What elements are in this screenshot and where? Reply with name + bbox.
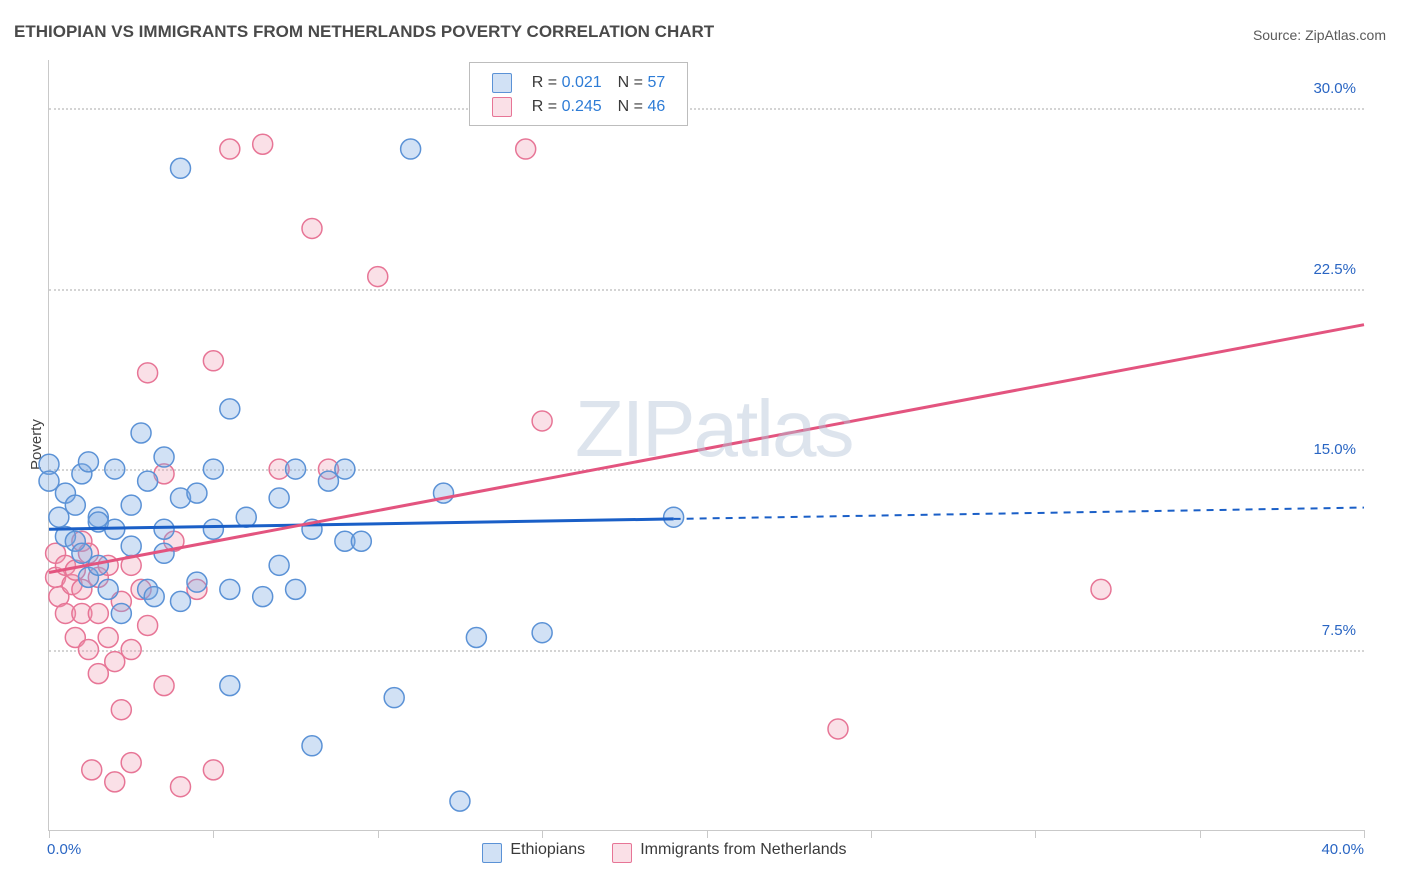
data-point-a <box>401 139 421 159</box>
x-tick <box>213 830 214 838</box>
data-point-a <box>450 791 470 811</box>
data-point-b <box>532 411 552 431</box>
data-point-a <box>154 447 174 467</box>
data-point-b <box>105 772 125 792</box>
data-point-a <box>253 587 273 607</box>
data-point-a <box>171 591 191 611</box>
data-point-b <box>154 676 174 696</box>
data-point-a <box>532 623 552 643</box>
data-point-a <box>65 495 85 515</box>
x-tick <box>49 830 50 838</box>
data-point-a <box>286 579 306 599</box>
data-point-a <box>138 471 158 491</box>
x-max-label: 40.0% <box>1321 841 1364 858</box>
data-point-a <box>220 399 240 419</box>
x-tick <box>1035 830 1036 838</box>
data-point-b <box>121 753 141 773</box>
legend-row-a: R = 0.021 N = 57 <box>484 71 673 95</box>
x-min-label: 0.0% <box>47 841 81 858</box>
n-label: N = <box>618 74 648 91</box>
data-point-b <box>138 615 158 635</box>
trend-line-b <box>49 325 1364 573</box>
data-point-b <box>138 363 158 383</box>
data-point-a <box>236 507 256 527</box>
data-point-a <box>286 459 306 479</box>
data-point-a <box>351 531 371 551</box>
data-point-a <box>664 507 684 527</box>
data-point-a <box>111 603 131 623</box>
n-value-b: 46 <box>647 98 665 115</box>
data-point-b <box>220 139 240 159</box>
data-point-a <box>302 736 322 756</box>
data-point-a <box>171 158 191 178</box>
data-point-a <box>269 488 289 508</box>
data-point-a <box>187 483 207 503</box>
data-point-b <box>302 218 322 238</box>
series-legend: Ethiopians Immigrants from Netherlands <box>482 840 847 860</box>
data-point-a <box>121 536 141 556</box>
data-point-a <box>220 676 240 696</box>
data-point-a <box>121 495 141 515</box>
swatch-ethiopians-icon <box>492 73 512 93</box>
data-point-b <box>82 760 102 780</box>
r-label: R = <box>532 74 562 91</box>
x-tick <box>707 830 708 838</box>
data-point-a <box>105 459 125 479</box>
data-point-b <box>171 777 191 797</box>
trend-line-a <box>49 519 674 529</box>
data-point-b <box>828 719 848 739</box>
data-point-a <box>78 452 98 472</box>
data-point-b <box>111 700 131 720</box>
chart-area: 7.5%15.0%22.5%30.0%0.0%40.0%ZIPatlas <box>48 60 1364 831</box>
source-attribution: Source: ZipAtlas.com <box>1253 27 1386 43</box>
data-point-b <box>516 139 536 159</box>
data-point-b <box>88 603 108 623</box>
data-point-a <box>466 628 486 648</box>
r-value-b: 0.245 <box>562 98 602 115</box>
correlation-legend: R = 0.021 N = 57 R = 0.245 N = 46 <box>469 62 688 126</box>
data-point-a <box>203 519 223 539</box>
data-point-b <box>121 640 141 660</box>
data-point-a <box>335 459 355 479</box>
chart-svg <box>49 60 1364 830</box>
trend-line-dashed-a <box>674 508 1364 519</box>
data-point-a <box>220 579 240 599</box>
data-point-b <box>253 134 273 154</box>
data-point-a <box>269 555 289 575</box>
data-point-a <box>98 579 118 599</box>
swatch-netherlands-icon <box>612 843 632 863</box>
swatch-ethiopians-icon <box>482 843 502 863</box>
x-tick <box>1200 830 1201 838</box>
series-a-name: Ethiopians <box>510 841 585 858</box>
n-label: N = <box>618 98 648 115</box>
data-point-b <box>1091 579 1111 599</box>
series-b-name: Immigrants from Netherlands <box>640 841 846 858</box>
x-tick <box>871 830 872 838</box>
r-value-a: 0.021 <box>562 74 602 91</box>
data-point-b <box>203 760 223 780</box>
data-point-a <box>203 459 223 479</box>
data-point-a <box>144 587 164 607</box>
data-point-a <box>131 423 151 443</box>
data-point-a <box>187 572 207 592</box>
data-point-b <box>78 640 98 660</box>
data-point-a <box>384 688 404 708</box>
r-label: R = <box>532 98 562 115</box>
chart-title: ETHIOPIAN VS IMMIGRANTS FROM NETHERLANDS… <box>14 22 714 42</box>
x-tick <box>1364 830 1365 838</box>
legend-row-b: R = 0.245 N = 46 <box>484 95 673 119</box>
data-point-b <box>368 267 388 287</box>
data-point-b <box>98 628 118 648</box>
x-tick <box>378 830 379 838</box>
x-tick <box>542 830 543 838</box>
data-point-a <box>154 519 174 539</box>
data-point-b <box>203 351 223 371</box>
n-value-a: 57 <box>647 74 665 91</box>
swatch-netherlands-icon <box>492 97 512 117</box>
